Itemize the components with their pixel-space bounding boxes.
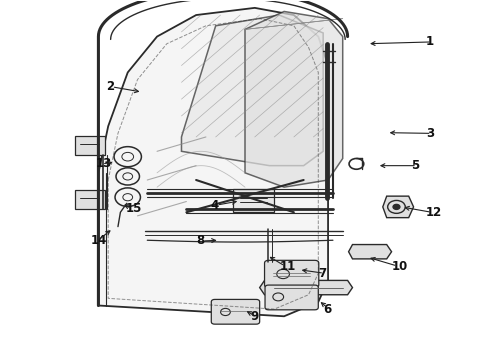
Text: 6: 6	[323, 303, 331, 316]
Text: 5: 5	[411, 159, 419, 172]
Polygon shape	[181, 15, 323, 166]
Polygon shape	[98, 8, 328, 316]
Text: 10: 10	[392, 260, 408, 273]
Polygon shape	[260, 280, 352, 295]
Circle shape	[393, 204, 400, 210]
FancyBboxPatch shape	[233, 189, 274, 212]
Text: 14: 14	[91, 234, 107, 247]
Text: 1: 1	[426, 35, 434, 49]
Text: 3: 3	[426, 127, 434, 140]
Text: 2: 2	[106, 80, 114, 93]
FancyBboxPatch shape	[265, 285, 318, 310]
Text: 11: 11	[279, 260, 295, 273]
FancyBboxPatch shape	[211, 300, 260, 324]
Text: 12: 12	[426, 206, 442, 219]
Polygon shape	[348, 244, 392, 259]
Text: 9: 9	[250, 310, 258, 323]
FancyBboxPatch shape	[75, 136, 105, 155]
FancyBboxPatch shape	[75, 190, 105, 209]
Text: 7: 7	[318, 267, 326, 280]
Text: 4: 4	[211, 199, 219, 212]
Polygon shape	[383, 196, 414, 218]
Text: 13: 13	[96, 157, 112, 170]
Text: 15: 15	[125, 202, 142, 215]
Polygon shape	[245, 12, 343, 187]
FancyBboxPatch shape	[265, 260, 319, 288]
Text: 8: 8	[196, 234, 204, 247]
